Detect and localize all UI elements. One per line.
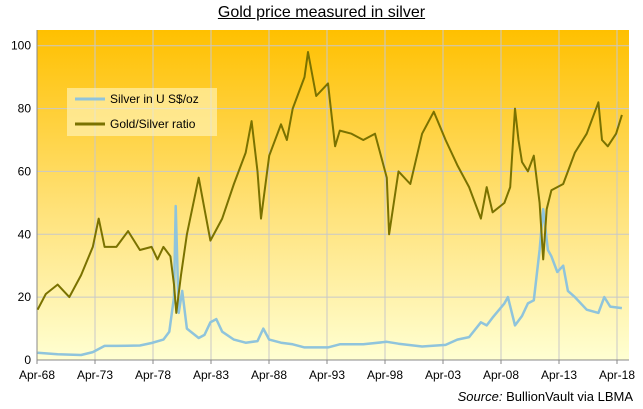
- source-text: BullionVault via LBMA: [506, 389, 633, 404]
- x-tick-label: Apr-08: [483, 368, 519, 382]
- series-lines: [36, 51, 623, 357]
- source-label: Source:: [457, 389, 503, 404]
- x-tick-label: Apr-18: [599, 368, 635, 382]
- x-tick-label: Apr-98: [367, 368, 403, 382]
- series-line-silver: [37, 204, 623, 357]
- chart-title: Gold price measured in silver: [217, 4, 426, 21]
- x-tick-label: Apr-13: [541, 368, 577, 382]
- grid-lines: [36, 30, 629, 361]
- axes: 0 20 40 60 80 100 Apr-68 Apr-73 Apr-78 Apr-83 Apr-…: [11, 30, 635, 382]
- legend: Silver in U S$/oz Gold/Silver ratio: [67, 88, 217, 136]
- y-tick-label: 20: [18, 290, 32, 304]
- x-tick-label: Apr-88: [251, 368, 287, 382]
- y-tick-label: 40: [18, 227, 32, 241]
- source-note: Source: BullionVault via LBMA: [458, 389, 633, 404]
- legend-label-ratio: Gold/Silver ratio: [110, 117, 196, 131]
- legend-label-silver: Silver in U S$/oz: [110, 92, 199, 106]
- legend-box: [67, 88, 217, 136]
- x-tick-label: Apr-78: [135, 368, 171, 382]
- x-tick-label: Apr-83: [193, 368, 229, 382]
- y-tick-label: 0: [24, 353, 31, 367]
- x-tick-label: Apr-03: [425, 368, 461, 382]
- x-tick-label: Apr-68: [19, 368, 55, 382]
- series-line-ratio: [36, 51, 623, 314]
- x-tick-label: Apr-73: [77, 368, 113, 382]
- y-tick-label: 60: [18, 164, 32, 178]
- y-tick-label: 80: [18, 102, 32, 116]
- x-tick-label: Apr-93: [309, 368, 345, 382]
- y-tick-label: 100: [11, 39, 31, 53]
- plot-background: [37, 30, 629, 360]
